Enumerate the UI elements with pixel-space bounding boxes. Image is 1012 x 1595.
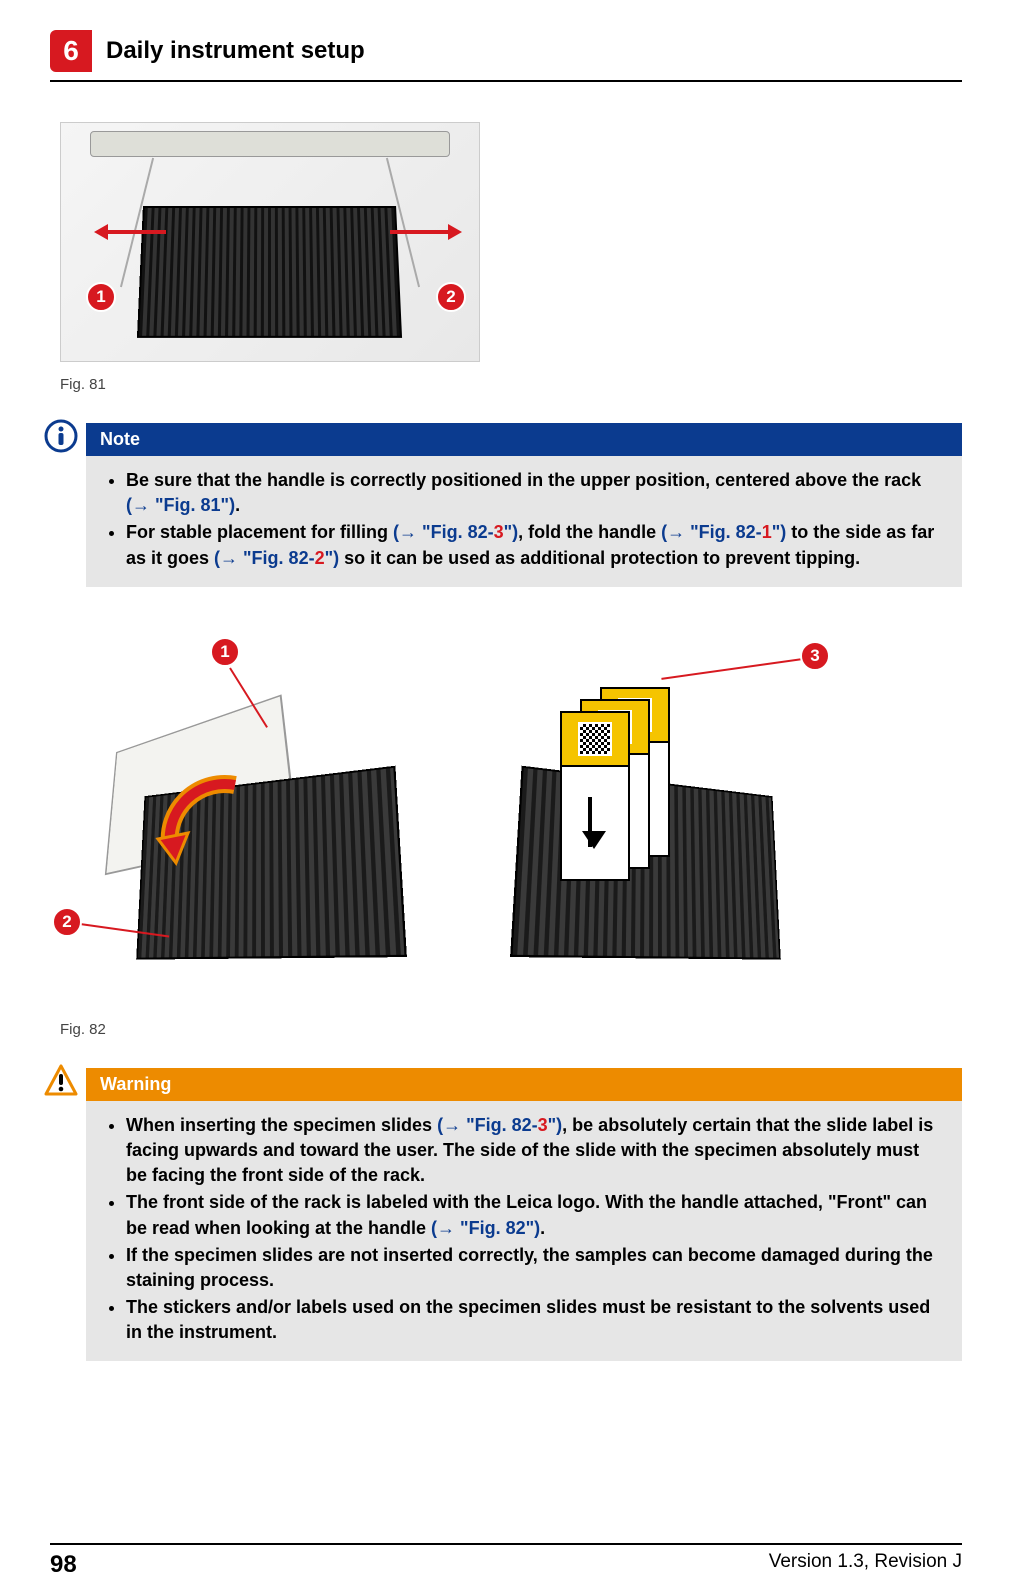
figure-81-caption: Fig. 81: [60, 376, 962, 393]
footer-rule: [50, 1543, 962, 1545]
chapter-header: 6 Daily instrument setup: [50, 30, 962, 72]
page-number: 98: [50, 1551, 77, 1579]
fig82-right-panel: [480, 687, 820, 987]
warning-body: When inserting the specimen slides (→ "F…: [86, 1101, 962, 1362]
note-body: Be sure that the handle is correctly pos…: [86, 456, 962, 587]
note-header: Note: [86, 423, 962, 456]
page: 6 Daily instrument setup 1 2 Fig. 81 Not…: [0, 0, 1012, 1595]
version-text: Version 1.3, Revision J: [769, 1551, 962, 1579]
chapter-number-badge: 6: [50, 30, 92, 72]
figure-81-block: 1 2 Fig. 81: [60, 122, 962, 393]
warning-header: Warning: [86, 1068, 962, 1101]
warning-box: Warning When inserting the specimen slid…: [86, 1068, 962, 1362]
callout-badge-1: 1: [86, 282, 116, 312]
callout-badge-2: 2: [436, 282, 466, 312]
callout-badge-3: 3: [800, 641, 830, 671]
warning-item: The stickers and/or labels used on the s…: [126, 1295, 944, 1345]
note-item: Be sure that the handle is correctly pos…: [126, 468, 944, 518]
callout-line: [661, 657, 810, 680]
chapter-title: Daily instrument setup: [92, 30, 365, 72]
note-icon: [44, 419, 78, 453]
figure-82-caption: Fig. 82: [60, 1021, 962, 1038]
arrow-left-icon: [106, 230, 166, 234]
note-item: For stable placement for filling (→ "Fig…: [126, 520, 944, 570]
rack-illustration: [60, 122, 480, 362]
warning-icon: [44, 1064, 78, 1098]
warning-item: The front side of the rack is labeled wi…: [126, 1190, 944, 1240]
warning-item: If the specimen slides are not inserted …: [126, 1243, 944, 1293]
insert-arrow-icon: [588, 797, 592, 847]
page-footer: 98 Version 1.3, Revision J: [50, 1551, 962, 1579]
fold-arrow-icon: [150, 767, 260, 877]
slides-stack: [560, 687, 690, 867]
figure-81-image: 1 2: [60, 122, 480, 362]
figure-82-image: 1 2 3: [80, 627, 840, 1007]
callout-badge-1: 1: [210, 637, 240, 667]
warning-item: When inserting the specimen slides (→ "F…: [126, 1113, 944, 1189]
arrow-right-icon: [390, 230, 450, 234]
header-rule: [50, 80, 962, 82]
callout-badge-2: 2: [52, 907, 82, 937]
note-box: Note Be sure that the handle is correctl…: [86, 423, 962, 587]
fig82-left-panel: [90, 687, 430, 987]
